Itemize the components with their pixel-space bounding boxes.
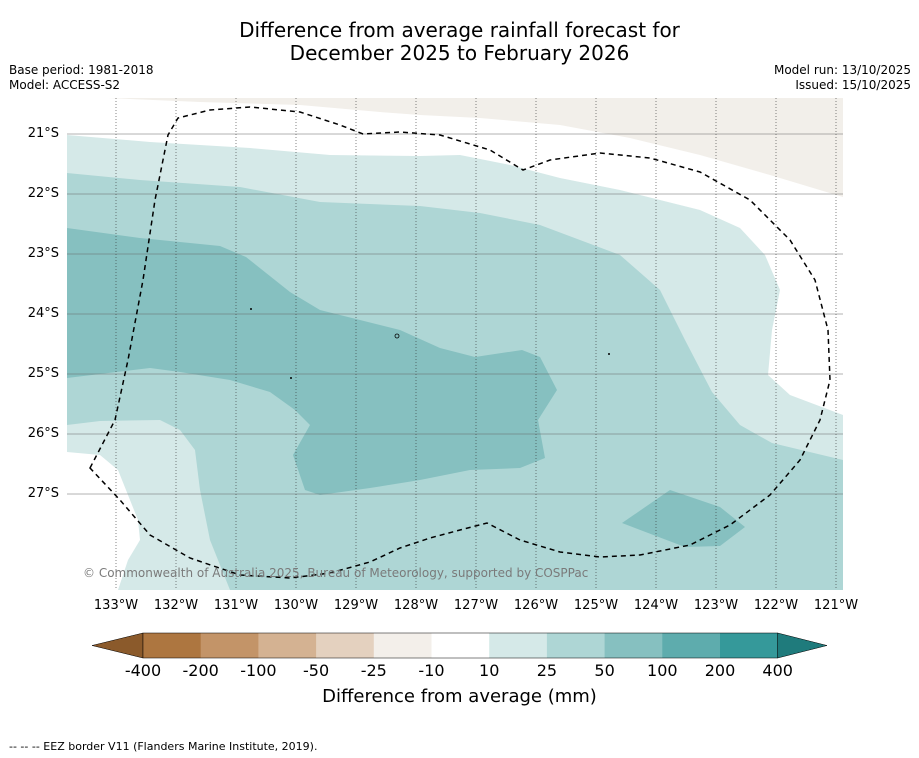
lon-label-124: 124°W	[633, 598, 679, 613]
colorbar-title: Difference from average (mm)	[322, 686, 597, 707]
lat-label-24: 24°S	[27, 306, 59, 321]
meta-left: Base period: 1981-2018 Model: ACCESS-S2	[9, 63, 154, 93]
model-run: Model run: 13/10/2025	[773, 63, 911, 77]
title-line-1: Difference from average rainfall forecas…	[239, 18, 680, 42]
issued-date: Issued: 15/10/2025	[795, 78, 911, 92]
colorbar-tick-label: 25	[536, 661, 558, 680]
copyright-notice: © Commonwealth of Australia 2025, Bureau…	[83, 566, 589, 580]
lat-label-25: 25°S	[27, 366, 59, 381]
colorbar-segment	[143, 633, 202, 658]
lat-label-26: 26°S	[27, 426, 59, 441]
base-period: Base period: 1981-2018	[9, 63, 154, 77]
lon-label-130: 130°W	[273, 598, 319, 613]
colorbar-tick-label: -400	[124, 661, 162, 680]
colorbar-arrow-right	[777, 632, 828, 659]
colorbar-tick-label: 200	[704, 661, 736, 680]
contour-50-100	[67, 228, 557, 495]
land-area	[108, 98, 843, 197]
colorbar-tick-label: -10	[418, 661, 445, 680]
lon-label-122: 122°W	[753, 598, 799, 613]
colorbar-segment	[373, 633, 432, 658]
colorbar-tick-label: 50	[594, 661, 615, 680]
model-name: Model: ACCESS-S2	[9, 78, 121, 92]
colorbar-outline	[142, 632, 778, 659]
colorbar-arrow-left	[91, 632, 144, 659]
lon-label-126: 126°W	[513, 598, 559, 613]
lat-label-21: 21°S	[27, 126, 59, 141]
colorbar-tick-label: 100	[647, 661, 678, 680]
lon-label-123: 123°W	[693, 598, 739, 613]
lon-label-133: 133°W	[93, 598, 139, 613]
lat-gridlines	[67, 133, 843, 495]
colorbar	[91, 632, 828, 659]
colorbar-tick-label: -100	[240, 661, 277, 680]
gridlines	[115, 98, 837, 590]
island-marker	[608, 353, 610, 355]
colorbar-segment	[546, 633, 606, 658]
colorbar-tick-label: -200	[182, 661, 219, 680]
colorbar-segment	[489, 633, 548, 658]
island-marker	[394, 333, 400, 339]
eez-border	[89, 106, 831, 579]
colorbar-tick-label: -25	[360, 661, 387, 680]
eez-footnote: -- -- -- EEZ border V11 (Flanders Marine…	[9, 740, 318, 753]
lat-label-27: 27°S	[27, 486, 59, 501]
lon-label-121: 121°W	[813, 598, 859, 613]
lon-label-125: 125°W	[573, 598, 619, 613]
meta-right: Model run: 13/10/2025 Issued: 15/10/2025	[774, 63, 911, 93]
colorbar-segment	[316, 633, 375, 658]
colorbar-tick-label: -50	[303, 661, 330, 680]
chart-title: Difference from average rainfall forecas…	[0, 19, 919, 65]
colorbar-segment	[431, 633, 490, 658]
lon-label-127: 127°W	[453, 598, 499, 613]
colorbar-segment	[604, 633, 663, 658]
lat-label-23: 23°S	[27, 246, 59, 261]
contour-50-100-small	[622, 490, 745, 547]
lat-label-22: 22°S	[27, 186, 59, 201]
colorbar-segment	[662, 633, 721, 658]
colorbar-tick-label: 10	[479, 661, 500, 680]
colorbar-segment	[200, 633, 259, 658]
lon-label-132: 132°W	[153, 598, 199, 613]
colorbar-segment	[258, 633, 317, 658]
colorbar-segment	[720, 633, 779, 658]
island-marker	[290, 377, 292, 379]
island-marker	[250, 308, 252, 310]
lon-label-129: 129°W	[333, 598, 379, 613]
lon-label-131: 131°W	[213, 598, 259, 613]
title-line-2: December 2025 to February 2026	[289, 41, 630, 65]
lon-label-128: 128°W	[393, 598, 439, 613]
colorbar-tick-label: 400	[762, 661, 793, 680]
